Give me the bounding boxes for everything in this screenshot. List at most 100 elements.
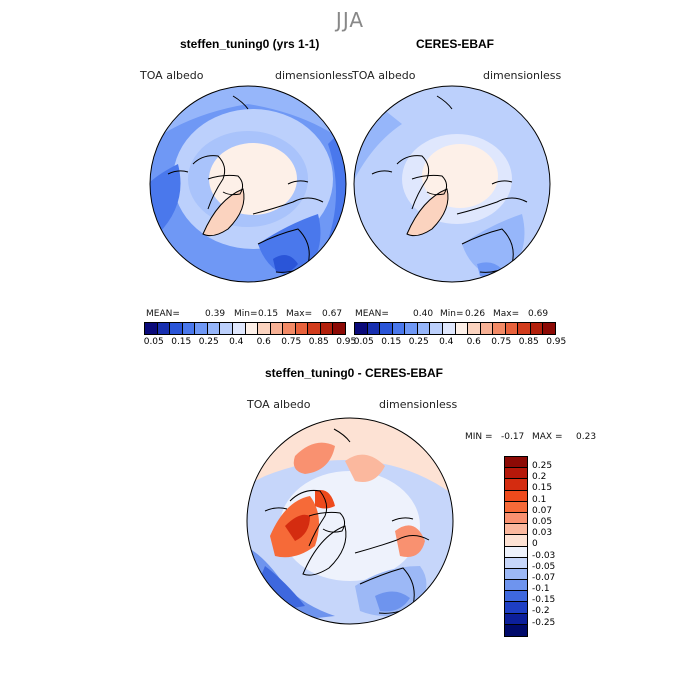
model-colorbar-swatch: [245, 323, 259, 334]
diff-colorbar-tick-label: 0.07: [532, 505, 553, 516]
model-colorbar-swatch: [182, 323, 196, 334]
diff-colorbar-tick-label: 0: [532, 539, 538, 550]
model-min-label: Min=: [234, 309, 258, 319]
obs-mean-value: 0.40: [413, 309, 434, 319]
model-colorbar-swatch: [270, 323, 284, 334]
diff-panel-title: steffen_tuning0 - CERES-EBAF: [265, 366, 444, 380]
model-colorbar-swatch: [320, 323, 334, 334]
model-mean-value: 0.39: [205, 309, 226, 319]
model-units-label: dimensionless: [275, 69, 354, 82]
obs-colorbar-swatch: [430, 323, 443, 334]
diff-colorbar-swatch: [505, 535, 527, 547]
diff-colorbar-swatch: [505, 624, 527, 636]
obs-colorbar-swatch: [380, 323, 393, 334]
model-colorbar-tick-label: 0.15: [171, 337, 192, 347]
diff-colorbar-swatch: [505, 557, 527, 569]
obs-colorbar-tick-label: 0.85: [518, 337, 539, 347]
model-colorbar-tick-label: 0.6: [256, 337, 271, 347]
diff-colorbar-tick-label: -0.07: [532, 572, 556, 583]
model-mean-label: MEAN=: [146, 309, 180, 319]
diff-min-value: -0.17: [501, 432, 525, 442]
diff-colorbar-swatch: [505, 568, 527, 581]
obs-colorbar-tick-label: 0.6: [466, 337, 481, 347]
obs-colorbar-swatch: [518, 323, 531, 334]
model-colorbar-tick-label: 0.85: [308, 337, 329, 347]
model-max-value: 0.67: [322, 309, 343, 319]
model-colorbar-swatch: [207, 323, 221, 334]
diff-var-label: TOA albedo: [247, 398, 311, 411]
model-colorbar-swatch: [283, 323, 296, 334]
obs-units-label: dimensionless: [483, 69, 562, 82]
obs-mean-label: MEAN=: [355, 309, 389, 319]
diff-colorbar-tick-label: -0.2: [532, 606, 550, 617]
obs-colorbar-tick-label: 0.75: [491, 337, 512, 347]
diff-colorbar-tick-label: -0.1: [532, 584, 550, 595]
model-colorbar-tick-label: 0.25: [198, 337, 219, 347]
diff-colorbar-tick-label: -0.15: [532, 595, 556, 606]
obs-colorbar: [354, 322, 556, 335]
obs-colorbar-tick-label: 0.95: [546, 337, 567, 347]
model-colorbar-swatch: [295, 323, 309, 334]
model-colorbar-swatch: [145, 323, 158, 334]
obs-colorbar-swatch: [468, 323, 481, 334]
diff-colorbar-tick-label: 0.03: [532, 528, 553, 539]
diff-colorbar-tick-label: 0.25: [532, 461, 553, 471]
obs-panel-title: CERES-EBAF: [416, 37, 495, 51]
diff-colorbar-swatch: [505, 613, 527, 625]
diff-colorbar-tick-label: -0.05: [532, 561, 556, 572]
model-colorbar-swatch: [157, 323, 171, 334]
obs-colorbar-tick-label: 0.4: [439, 337, 454, 347]
obs-colorbar-ticks: 0.05 0.15 0.25 0.4 0.6 0.75 0.85 0.95: [350, 337, 570, 347]
model-panel-title: steffen_tuning0 (yrs 1-1): [180, 37, 320, 51]
obs-colorbar-swatch: [442, 323, 456, 334]
model-min-value: 0.15: [258, 309, 279, 319]
obs-colorbar-swatch: [367, 323, 381, 334]
obs-colorbar-tick-label: 0.25: [408, 337, 429, 347]
diff-colorbar-swatch: [505, 602, 527, 614]
obs-colorbar-tick-label: 0.05: [353, 337, 374, 347]
diff-colorbar-swatch: [505, 580, 527, 592]
diff-colorbar-swatch: [505, 490, 527, 502]
model-colorbar-swatch: [195, 323, 208, 334]
diff-colorbar: [504, 456, 528, 637]
obs-polar-map: [353, 85, 551, 283]
obs-colorbar-tick-label: 0.15: [381, 337, 402, 347]
obs-colorbar-swatch: [392, 323, 406, 334]
model-colorbar-swatch: [170, 323, 183, 334]
diff-colorbar-swatch: [505, 524, 527, 536]
obs-colorbar-swatch: [530, 323, 544, 334]
obs-colorbar-swatch: [493, 323, 506, 334]
obs-colorbar-swatch: [355, 323, 368, 334]
model-colorbar-ticks: 0.05 0.15 0.25 0.4 0.6 0.75 0.85 0.95: [140, 337, 360, 347]
diff-max-label: MAX =: [532, 432, 563, 442]
diff-colorbar-tick-label: 0.05: [532, 516, 553, 527]
model-colorbar-tick-label: 0.4: [229, 337, 244, 347]
obs-max-label: Max=: [493, 309, 520, 319]
diff-colorbar-swatch: [505, 457, 527, 469]
obs-colorbar-swatch: [455, 323, 469, 334]
diff-colorbar-swatch: [505, 501, 527, 513]
diff-colorbar-tick-label: -0.25: [532, 617, 556, 628]
obs-max-value: 0.69: [528, 309, 549, 319]
obs-min-value: 0.26: [465, 309, 486, 319]
diff-colorbar-tick-label: -0.03: [532, 550, 556, 561]
obs-colorbar-swatch: [505, 323, 519, 334]
diff-colorbar-swatch: [505, 468, 527, 480]
diff-colorbar-ticks: 0.25 0.2 0.15 0.1 0.07 0.05 0.03 0 -0.03 -0.05 -0.…: [532, 456, 556, 628]
obs-colorbar-swatch: [417, 323, 431, 334]
obs-colorbar-swatch: [405, 323, 418, 334]
diff-colorbar-swatch: [505, 591, 527, 603]
model-max-label: Max=: [286, 309, 313, 319]
diff-min-label: MIN =: [465, 432, 493, 442]
season-title: JJA: [335, 8, 365, 32]
obs-min-label: Min=: [440, 309, 464, 319]
diff-colorbar-swatch: [505, 546, 527, 558]
diff-colorbar-tick-label: 0.2: [532, 472, 547, 483]
model-var-label: TOA albedo: [140, 69, 204, 82]
obs-colorbar-swatch: [480, 323, 494, 334]
obs-var-label: TOA albedo: [352, 69, 416, 82]
model-colorbar-tick-label: 0.05: [143, 337, 164, 347]
diff-colorbar-tick-label: 0.15: [532, 483, 553, 494]
diff-colorbar-swatch: [505, 479, 527, 491]
diff-colorbar-swatch: [505, 512, 527, 525]
